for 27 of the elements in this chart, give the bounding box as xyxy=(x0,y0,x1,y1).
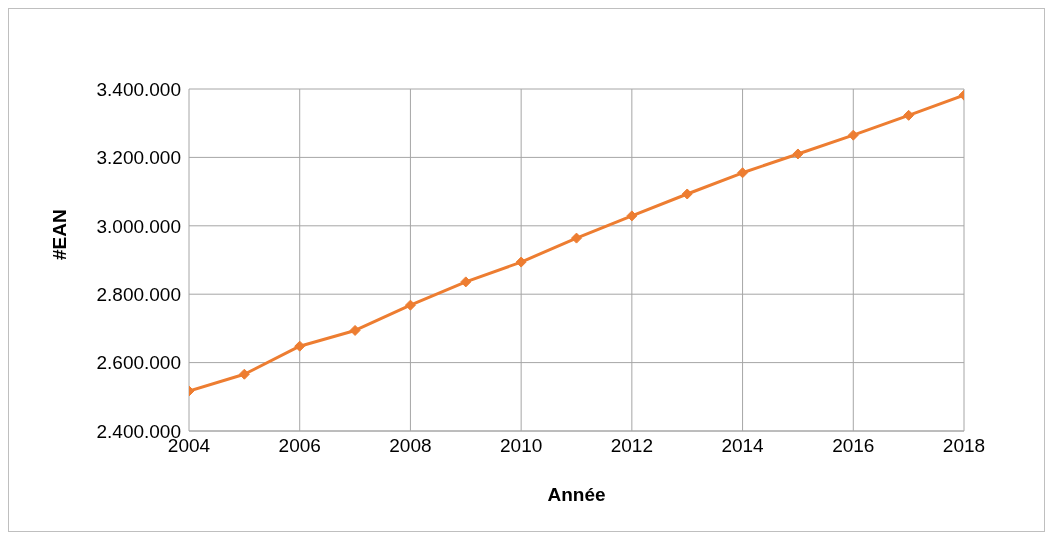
point xyxy=(737,167,749,179)
x-axis-title: Année xyxy=(547,484,606,505)
point xyxy=(681,188,693,200)
x-tick-label: 2006 xyxy=(278,435,321,457)
y-tick-label: 2.800.000 xyxy=(96,283,181,305)
point xyxy=(903,109,915,121)
x-tick-label: 2010 xyxy=(500,435,543,457)
point xyxy=(571,232,582,244)
point xyxy=(626,210,638,222)
x-tick-label: 2012 xyxy=(610,435,653,457)
point xyxy=(349,324,361,336)
x-tick-label: 2014 xyxy=(721,435,765,457)
point xyxy=(238,368,250,380)
point xyxy=(294,340,306,352)
point xyxy=(404,299,416,311)
point xyxy=(515,256,527,268)
x-tick-label: 2018 xyxy=(942,435,986,457)
point xyxy=(792,148,804,160)
x-tick-label: 2008 xyxy=(389,435,432,457)
point xyxy=(847,129,859,141)
y-tick-label: 3.400.000 xyxy=(96,78,181,100)
y-tick-label: 2.600.000 xyxy=(96,352,181,374)
y-tick-label: 3.200.000 xyxy=(96,147,181,169)
y-axis-title: #EAN xyxy=(48,209,70,260)
point xyxy=(460,276,472,288)
y-tick-label: 3.000.000 xyxy=(96,215,181,237)
x-tick-label: 2016 xyxy=(832,435,875,457)
